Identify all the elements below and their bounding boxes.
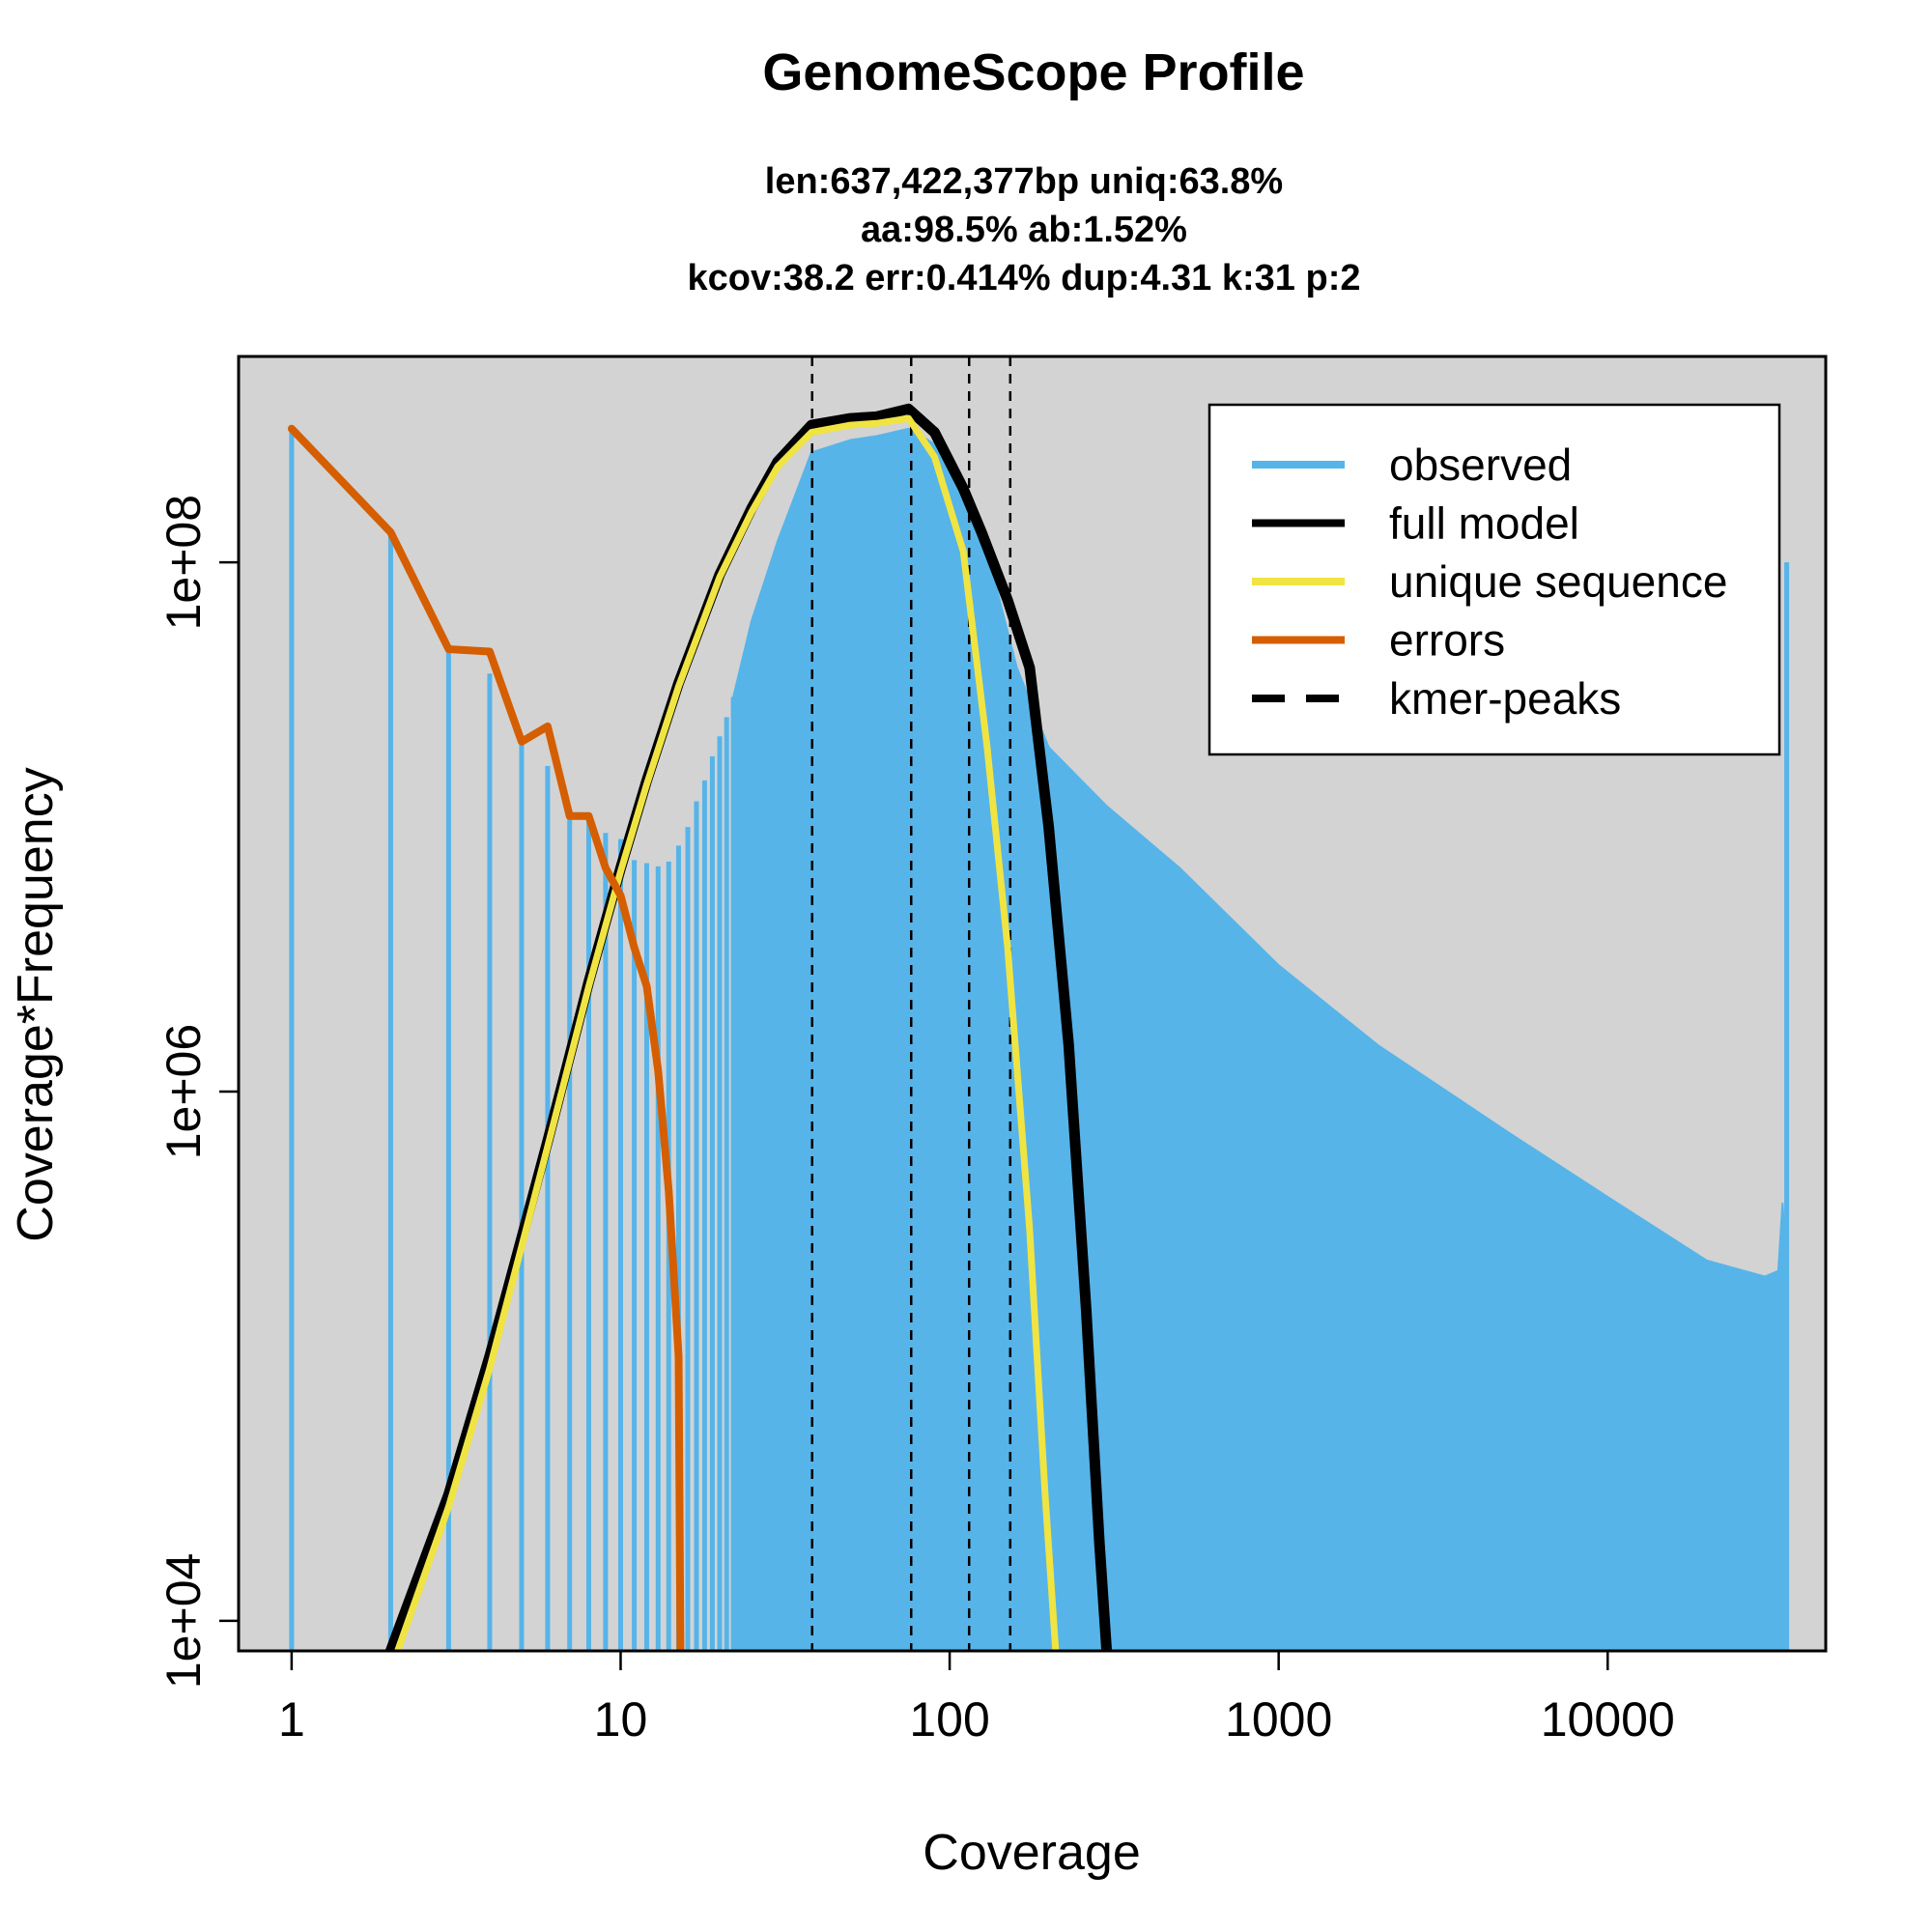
chart-subtitle-line-2: aa:98.5% ab:1.52% bbox=[861, 210, 1187, 250]
x-tick-label-4: 10000 bbox=[1541, 1692, 1675, 1747]
chart-subtitle-line-3: kcov:38.2 err:0.414% dup:4.31 k:31 p:2 bbox=[687, 258, 1360, 298]
legend-label-observed: observed bbox=[1389, 440, 1572, 490]
y-tick-label-1: 1e+06 bbox=[156, 1024, 211, 1159]
x-axis-label: Coverage bbox=[923, 1825, 1140, 1881]
y-tick-label-2: 1e+08 bbox=[156, 495, 211, 630]
legend-label-unique-sequence: unique sequence bbox=[1389, 556, 1727, 607]
unique-sequence-curve bbox=[394, 414, 1060, 1651]
y-tick-label-0: 1e+04 bbox=[156, 1553, 211, 1689]
legend-label-full-model: full model bbox=[1389, 498, 1579, 549]
chart-subtitle-line-1: len:637,422,377bp uniq:63.8% bbox=[765, 161, 1283, 202]
y-axis-label: Coverage*Frequency bbox=[8, 767, 64, 1241]
x-tick-label-2: 100 bbox=[909, 1692, 989, 1747]
observed-area bbox=[732, 427, 1788, 1652]
legend-label-errors: errors bbox=[1389, 615, 1505, 666]
x-tick-label-0: 1 bbox=[278, 1692, 305, 1747]
legend: observed full model unique sequence errors k… bbox=[1208, 403, 1781, 756]
x-axis: 1 10 100 1000 10000 bbox=[278, 1649, 1675, 1747]
x-tick-label-1: 10 bbox=[594, 1692, 648, 1747]
y-axis: 1e+04 1e+06 1e+08 bbox=[156, 495, 241, 1689]
errors-curve bbox=[287, 424, 685, 1651]
x-tick-label-3: 1000 bbox=[1225, 1692, 1332, 1747]
model-curves bbox=[287, 403, 1113, 1651]
legend-label-kmer-peaks: kmer-peaks bbox=[1389, 673, 1621, 724]
chart-title: GenomeScope Profile bbox=[762, 43, 1304, 101]
